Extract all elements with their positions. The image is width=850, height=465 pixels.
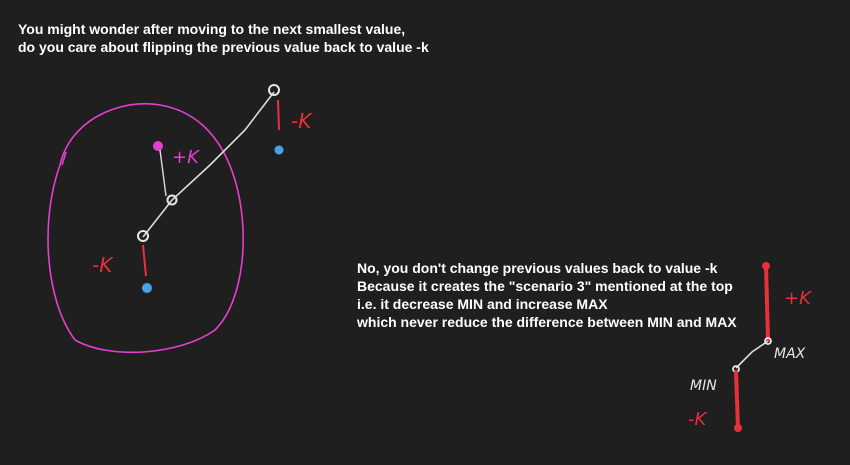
intro-line-2: do you care about flipping the previous … xyxy=(18,39,429,55)
min-label: MIN xyxy=(690,378,717,394)
plus-k-left-label: +K xyxy=(172,147,200,168)
white-dot-middle xyxy=(166,194,178,206)
max-red-dot xyxy=(762,262,770,270)
blue-dot-right xyxy=(274,145,284,155)
pink-circle-tick xyxy=(61,151,67,166)
intro-note: You might wonder after moving to the nex… xyxy=(18,20,429,56)
max-label: MAX xyxy=(774,346,806,362)
plus-k-right-label: +K xyxy=(784,288,812,309)
intro-line-1: You might wonder after moving to the nex… xyxy=(18,21,406,37)
answer-line-4: which never reduce the difference betwee… xyxy=(357,314,737,330)
pink-circle xyxy=(47,103,244,354)
minus-k-left-label: -K xyxy=(92,253,114,277)
white-dot-lower xyxy=(137,230,149,242)
min-max-connector xyxy=(735,340,769,369)
pink-dot xyxy=(153,141,163,151)
minus-k-bottom-label: -K xyxy=(688,409,707,430)
max-white-dot xyxy=(764,337,772,345)
white-dot-top xyxy=(268,84,280,96)
answer-note: No, you don't change previous values bac… xyxy=(357,259,737,331)
answer-line-3: i.e. it decrease MIN and increase MAX xyxy=(357,296,608,312)
value-line xyxy=(142,91,275,238)
minus-k-right-label: -K xyxy=(291,109,313,133)
answer-line-2: Because it creates the "scenario 3" ment… xyxy=(357,278,733,294)
red-line-left xyxy=(142,244,147,277)
red-line-right xyxy=(277,99,280,131)
max-red-bar xyxy=(764,264,770,342)
pink-dot-stem xyxy=(159,149,167,197)
min-red-dot xyxy=(734,424,742,432)
blue-dot-left xyxy=(142,283,152,293)
min-red-bar xyxy=(734,370,740,430)
answer-line-1: No, you don't change previous values bac… xyxy=(357,260,718,276)
